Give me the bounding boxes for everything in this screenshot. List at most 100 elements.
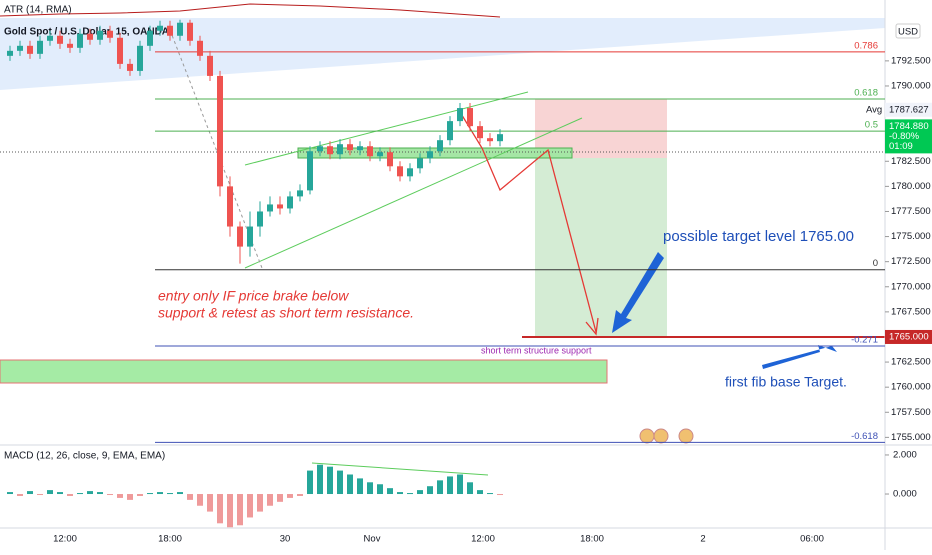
target-arrow (612, 252, 664, 333)
x-tick-label: 18:00 (158, 534, 182, 545)
y-tick-label: 1755.000 (891, 432, 931, 443)
channel-top (244, 91, 529, 166)
candle-body (487, 138, 493, 142)
event-icon[interactable] (653, 428, 669, 444)
macd-bar (407, 493, 413, 495)
macd-bar (427, 486, 433, 495)
macd-bar (437, 480, 443, 495)
x-tick-label: Nov (364, 534, 381, 545)
macd-tick-label: 2.000 (893, 449, 917, 460)
candle-body (47, 35, 53, 41)
y-tick-label: 1762.500 (891, 357, 931, 368)
candle-body (347, 144, 353, 151)
macd-bar (237, 494, 243, 526)
candle-body (387, 152, 393, 167)
candle-body (97, 30, 103, 40)
macd-bar (457, 474, 463, 495)
candle-body (167, 25, 173, 36)
macd-bar (267, 494, 273, 506)
candle-body (287, 196, 293, 209)
x-tick-label: 30 (280, 534, 291, 545)
target-note: possible target level 1765.00 (663, 228, 854, 245)
macd-bar (137, 494, 143, 496)
macd-bar (17, 494, 23, 496)
macd-tick-label: 0.000 (893, 489, 917, 500)
candle-body (397, 166, 403, 177)
macd-bar (57, 492, 63, 495)
candle-body (277, 204, 283, 209)
fib-label: 0.5 (865, 120, 878, 131)
macd-bar (27, 491, 33, 495)
candle-body (467, 108, 473, 127)
projection-path (459, 111, 597, 333)
last-price: 1784.880 (889, 121, 929, 132)
candle-body (177, 22, 183, 36)
currency-box[interactable] (895, 23, 921, 39)
x-tick-label: 12:00 (471, 534, 495, 545)
countdown: 01:09 (889, 141, 913, 152)
candle-body (137, 45, 143, 71)
candle-body (127, 63, 133, 71)
candle-body (207, 55, 213, 76)
event-icon[interactable] (639, 428, 655, 444)
candle-body (497, 134, 503, 142)
y-tick-label: 1775.000 (891, 231, 931, 242)
projection-arrowhead (585, 317, 599, 336)
fib-note: first fib base Target. (725, 374, 847, 390)
x-tick-label: 18:00 (580, 534, 604, 545)
candle-body (157, 25, 163, 31)
candle-body (267, 204, 273, 212)
macd-bar (67, 494, 73, 496)
x-tick-label: 06:00 (800, 534, 824, 545)
macd-bar (117, 494, 123, 498)
macd-bar (127, 494, 133, 500)
macd-bar (447, 476, 453, 495)
macd-bar (7, 492, 13, 495)
fib-trend (169, 29, 263, 269)
retest-zone (297, 147, 573, 159)
avg-box (885, 102, 932, 117)
macd-bar (467, 482, 473, 495)
macd-bar (497, 494, 503, 496)
y-tick-label: 1770.000 (891, 281, 931, 292)
avg-name: Avg (866, 104, 882, 115)
channel-bottom (244, 117, 583, 269)
candle-body (257, 211, 263, 227)
fib-arrow (762, 345, 837, 369)
macd-bar (337, 470, 343, 495)
macd-bar (157, 492, 163, 495)
event-icon[interactable] (678, 428, 694, 444)
macd-bar (397, 492, 403, 495)
macd-bar (47, 490, 53, 495)
x-tick-label: 2 (700, 534, 705, 545)
candle-body (237, 226, 243, 247)
support-note: short term structure support (481, 345, 592, 355)
y-tick-label: 1772.500 (891, 256, 931, 267)
candle-body (357, 146, 363, 151)
macd-bar (77, 493, 83, 495)
macd-bar (277, 494, 283, 502)
macd-bar (227, 494, 233, 528)
target-label: 1765.000 (889, 331, 929, 342)
fib-label: 0.786 (854, 40, 878, 51)
support-zone (0, 359, 608, 384)
macd-bar (327, 466, 333, 495)
macd-bar (247, 494, 253, 518)
y-tick-label: 1760.000 (891, 382, 931, 393)
macd-bar (477, 490, 483, 495)
candle-body (37, 40, 43, 54)
macd-bar (417, 490, 423, 495)
fib-label: -0.618 (851, 431, 878, 442)
candle-body (477, 126, 483, 139)
candle-body (87, 33, 93, 40)
candle-body (227, 186, 233, 227)
y-tick-label: 1790.000 (891, 80, 931, 91)
candle-body (427, 151, 433, 159)
profit-zone (535, 158, 667, 337)
macd-bar (177, 492, 183, 495)
fib-label: 0.618 (854, 88, 878, 99)
candle-body (77, 33, 83, 48)
macd-bar (217, 494, 223, 524)
currency-label[interactable]: USD (898, 27, 918, 38)
macd-bar (197, 494, 203, 506)
